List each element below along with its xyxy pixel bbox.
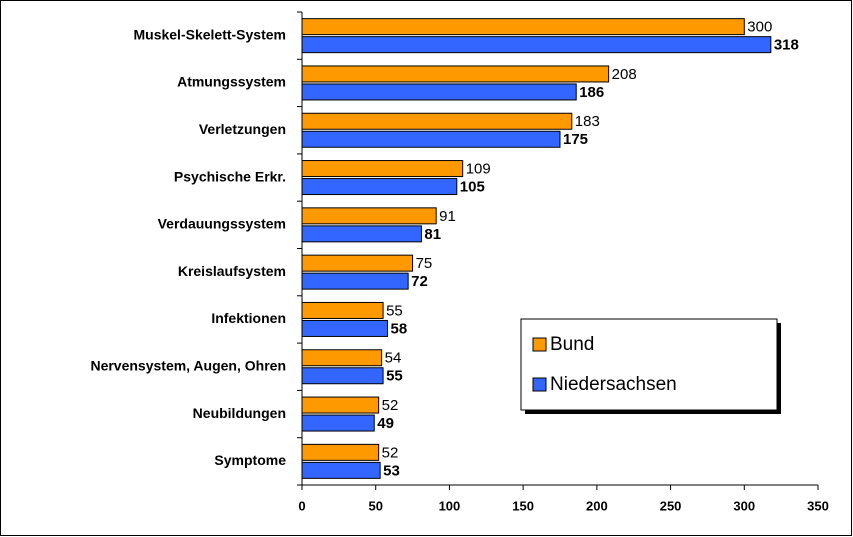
bar [301, 83, 577, 101]
y-tick-label: Psychische Erkr. [174, 168, 286, 184]
bar [301, 130, 561, 148]
bar [301, 272, 409, 290]
bar [301, 367, 384, 385]
data-label: 105 [460, 179, 485, 196]
bar [301, 225, 422, 243]
x-tick-label: 200 [586, 498, 608, 513]
y-tick-label: Atmungssystem [177, 74, 286, 90]
data-label: 81 [424, 226, 441, 243]
data-label: 186 [579, 84, 604, 101]
data-label: 183 [575, 113, 600, 130]
data-label: 300 [747, 19, 772, 36]
bar [301, 414, 375, 432]
bar [301, 160, 464, 178]
legend-label: Niedersachsen [550, 374, 677, 395]
x-tick-label: 250 [660, 498, 682, 513]
data-label: 55 [386, 302, 403, 319]
data-label: 54 [385, 350, 402, 367]
bar [301, 319, 389, 337]
y-tick-label: Symptome [214, 452, 286, 468]
data-label: 49 [377, 415, 394, 432]
bar [301, 396, 380, 414]
x-tick-label: 350 [807, 498, 829, 513]
legend [520, 318, 778, 411]
data-label: 318 [774, 37, 799, 54]
y-tick-label: Verletzungen [199, 121, 286, 137]
bar [301, 18, 745, 36]
data-label: 109 [466, 161, 491, 178]
y-tick-label: Infektionen [211, 310, 286, 326]
data-label: 52 [382, 397, 399, 414]
data-label: 53 [383, 462, 400, 479]
y-tick-label: Muskel-Skelett-System [133, 26, 286, 42]
bar [301, 301, 384, 319]
y-tick-label: Verdauungssystem [158, 216, 286, 232]
data-label: 52 [382, 444, 399, 461]
y-tick-label: Neubildungen [193, 405, 286, 421]
x-tick-label: 300 [733, 498, 755, 513]
data-label: 91 [439, 208, 456, 225]
bar [301, 443, 380, 461]
y-tick-label: Kreislaufsystem [178, 263, 286, 279]
y-tick-label: Nervensystem, Augen, Ohren [90, 357, 286, 373]
x-tick-label: 0 [298, 498, 305, 513]
x-tick-label: 100 [439, 498, 461, 513]
x-tick-label: 150 [512, 498, 534, 513]
data-label: 58 [391, 320, 408, 337]
bar [301, 254, 414, 272]
data-label: 72 [411, 273, 428, 290]
data-label: 175 [563, 131, 588, 148]
bar [301, 178, 458, 196]
x-tick-label: 50 [368, 498, 382, 513]
bar [301, 461, 381, 479]
legend-label: Bund [550, 334, 594, 355]
legend-swatch [532, 377, 547, 392]
bar [301, 349, 383, 367]
legend-swatch [532, 337, 547, 352]
bar [301, 36, 772, 54]
bar [301, 112, 573, 130]
data-label: 55 [386, 368, 403, 385]
data-label: 75 [416, 255, 433, 272]
bar [301, 65, 610, 83]
bar [301, 207, 437, 225]
data-label: 208 [612, 66, 637, 83]
